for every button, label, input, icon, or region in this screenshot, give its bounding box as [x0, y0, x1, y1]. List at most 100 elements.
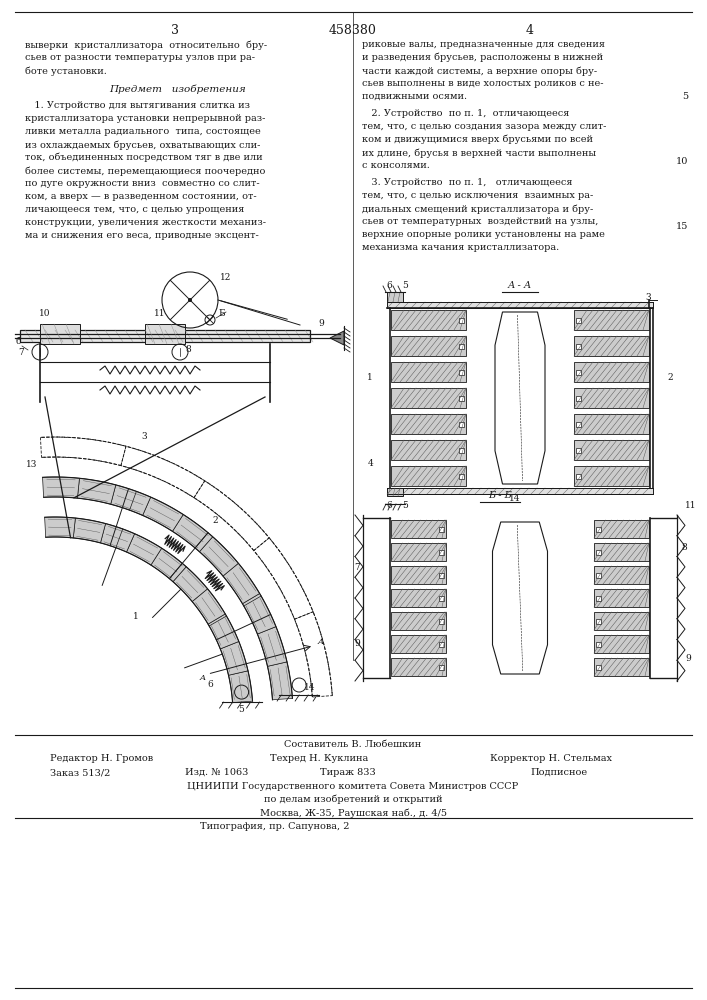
- Text: ток, объединенных посредством тяг в две или: ток, объединенных посредством тяг в две …: [25, 153, 262, 162]
- Text: Б - Б: Б - Б: [488, 491, 512, 500]
- Bar: [145, 324, 185, 344]
- Bar: [459, 318, 464, 322]
- Text: 3: 3: [171, 24, 179, 37]
- Polygon shape: [493, 522, 547, 674]
- Text: А - А: А - А: [508, 281, 532, 290]
- Text: ливки металла радиального  типа, состоящее: ливки металла радиального типа, состояще…: [25, 127, 261, 136]
- Text: сьев выполнены в виде холостых роликов с не-: сьев выполнены в виде холостых роликов с…: [362, 79, 604, 88]
- Text: ком и движущимися вверх брусьями по всей: ком и движущимися вверх брусьями по всей: [362, 135, 593, 144]
- Text: механизма качания кристаллизатора.: механизма качания кристаллизатора.: [362, 243, 559, 252]
- Text: ЦНИИПИ Государственного комитета Совета Министров СССР: ЦНИИПИ Государственного комитета Совета …: [187, 782, 519, 791]
- Text: 1: 1: [132, 612, 139, 621]
- Bar: [40, 324, 80, 344]
- Bar: [576, 395, 581, 400]
- Bar: [594, 612, 649, 630]
- Bar: [391, 566, 446, 584]
- Text: из охлаждаемых брусьев, охватывающих сли-: из охлаждаемых брусьев, охватывающих сли…: [25, 140, 260, 149]
- Polygon shape: [223, 563, 259, 604]
- Text: 13: 13: [25, 460, 37, 469]
- Text: 3: 3: [645, 293, 650, 302]
- Text: 11: 11: [685, 501, 696, 510]
- Text: подвижными осями.: подвижными осями.: [362, 92, 467, 101]
- Text: 2: 2: [667, 373, 672, 382]
- Text: 7: 7: [18, 348, 24, 357]
- Bar: [387, 488, 403, 496]
- Bar: [596, 595, 601, 600]
- Polygon shape: [228, 671, 252, 703]
- Bar: [576, 474, 581, 479]
- Bar: [391, 336, 466, 356]
- Text: 5: 5: [239, 705, 245, 714]
- Bar: [391, 543, 446, 561]
- Text: 9: 9: [685, 654, 691, 663]
- Polygon shape: [243, 593, 276, 634]
- Text: 7: 7: [354, 563, 360, 572]
- Bar: [439, 642, 444, 647]
- Text: Подписное: Подписное: [530, 768, 587, 777]
- Text: Москва, Ж-35, Раушская наб., д. 4/5: Москва, Ж-35, Раушская наб., д. 4/5: [259, 808, 447, 818]
- Text: конструкции, увеличения жесткости механиз-: конструкции, увеличения жесткости механи…: [25, 218, 266, 227]
- Bar: [574, 414, 649, 434]
- Bar: [594, 566, 649, 584]
- Text: Изд. № 1063: Изд. № 1063: [185, 768, 248, 777]
- Bar: [391, 388, 466, 408]
- Text: 3: 3: [142, 432, 148, 441]
- Text: их длине, брусья в верхней части выполнены: их длине, брусья в верхней части выполне…: [362, 148, 596, 157]
- Polygon shape: [74, 518, 105, 543]
- Text: более системы, перемещающиеся поочередно: более системы, перемещающиеся поочередно: [25, 166, 265, 176]
- Text: диальных смещений кристаллизатора и бру-: диальных смещений кристаллизатора и бру-: [362, 204, 593, 214]
- Text: Предмет   изобретения: Предмет изобретения: [110, 85, 246, 95]
- Bar: [596, 550, 601, 554]
- Text: 11: 11: [154, 309, 165, 318]
- Bar: [574, 310, 649, 330]
- Text: 5: 5: [402, 501, 408, 510]
- Bar: [459, 474, 464, 479]
- Polygon shape: [192, 589, 226, 624]
- Text: с консолями.: с консолями.: [362, 161, 430, 170]
- Text: A: A: [199, 674, 206, 682]
- Text: риковые валы, предназначенные для сведения: риковые валы, предназначенные для сведен…: [362, 40, 605, 49]
- Bar: [596, 526, 601, 532]
- Bar: [594, 520, 649, 538]
- Bar: [594, 543, 649, 561]
- Polygon shape: [151, 548, 186, 582]
- Text: 5: 5: [682, 92, 688, 101]
- Bar: [594, 635, 649, 653]
- Text: и разведения брусьев, расположены в нижней: и разведения брусьев, расположены в нижн…: [362, 53, 603, 62]
- Bar: [576, 369, 581, 374]
- Bar: [439, 618, 444, 624]
- Text: 5: 5: [402, 281, 408, 290]
- Bar: [459, 448, 464, 452]
- Text: 1. Устройство для вытягивания слитка из: 1. Устройство для вытягивания слитка из: [25, 101, 250, 110]
- Polygon shape: [111, 485, 151, 515]
- Polygon shape: [221, 641, 248, 675]
- Text: 1: 1: [367, 373, 373, 382]
- Bar: [391, 414, 466, 434]
- Text: личающееся тем, что, с целью упрощения: личающееся тем, что, с целью упрощения: [25, 205, 245, 214]
- Text: 10: 10: [40, 309, 51, 318]
- Text: 4: 4: [526, 24, 534, 37]
- Bar: [439, 550, 444, 554]
- Text: Б: Б: [218, 309, 225, 318]
- Text: ма и снижения его веса, приводные эксцент-: ма и снижения его веса, приводные эксцен…: [25, 231, 259, 240]
- Text: тем, что, с целью создания зазора между слит-: тем, что, с целью создания зазора между …: [362, 122, 607, 131]
- Text: Типография, пр. Сапунова, 2: Типография, пр. Сапунова, 2: [200, 822, 349, 831]
- Polygon shape: [173, 514, 213, 552]
- Bar: [594, 658, 649, 676]
- Polygon shape: [208, 614, 239, 649]
- Polygon shape: [173, 567, 208, 602]
- Bar: [439, 664, 444, 670]
- Bar: [596, 618, 601, 624]
- Polygon shape: [77, 478, 116, 504]
- Bar: [596, 572, 601, 578]
- Polygon shape: [45, 517, 76, 538]
- Circle shape: [188, 298, 192, 302]
- Bar: [387, 302, 653, 308]
- Bar: [391, 635, 446, 653]
- Text: б: б: [16, 337, 21, 346]
- Bar: [391, 520, 446, 538]
- Polygon shape: [127, 534, 162, 565]
- Text: 2: 2: [213, 516, 218, 525]
- Text: Техред Н. Куклина: Техред Н. Куклина: [270, 754, 368, 763]
- Bar: [574, 440, 649, 460]
